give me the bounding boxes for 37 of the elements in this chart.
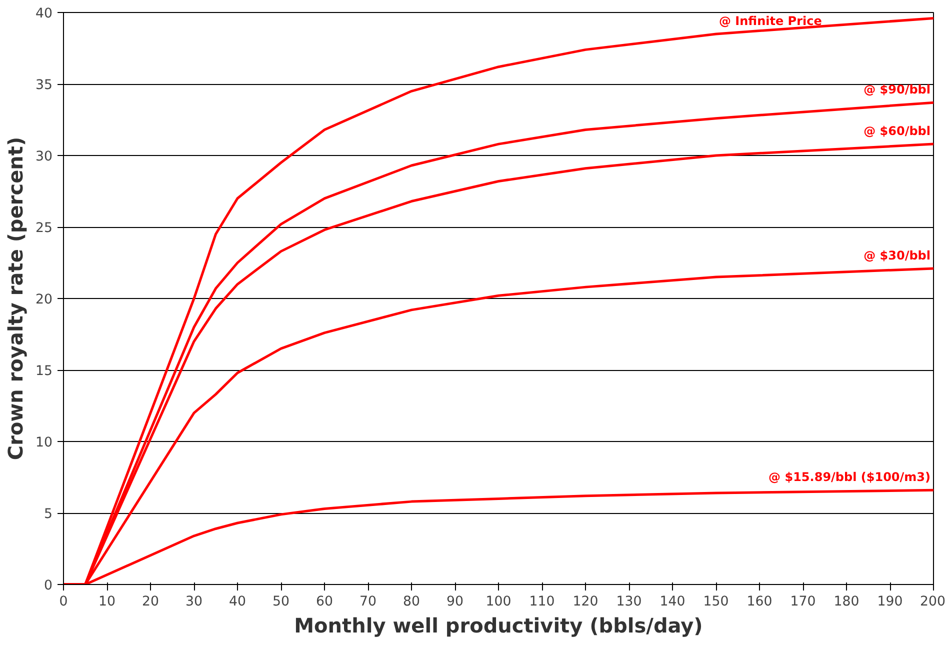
series-label: @ $15.89/bbl ($100/m3): [768, 470, 931, 484]
y-axis-title: Crown royalty rate (percent): [4, 136, 28, 460]
x-tick-label: 20: [142, 594, 159, 610]
x-tick-label: 40: [229, 594, 246, 610]
x-axis-title: Monthly well productivity (bbls/day): [294, 614, 703, 638]
x-tick-label: 180: [834, 594, 860, 610]
x-tick-label: 110: [529, 594, 555, 610]
x-tick-label: 160: [746, 594, 772, 610]
y-tick-label: 35: [36, 78, 53, 93]
x-tick-label: 60: [316, 594, 333, 610]
y-tick-label: 30: [36, 150, 53, 164]
series-label: @ Infinite Price: [719, 14, 822, 28]
x-tick-label: 100: [486, 594, 512, 610]
y-tick-label: 0: [44, 578, 53, 594]
x-tick-label: 150: [703, 594, 729, 610]
x-tick-label: 120: [572, 594, 598, 610]
x-tick-label: 130: [616, 594, 642, 610]
y-tick-label: 40: [36, 6, 53, 22]
series-label: @ $90/bbl: [864, 82, 931, 97]
x-tick-label: 50: [272, 594, 290, 610]
x-tick-label: 70: [360, 594, 376, 610]
series-label: @ $60/bbl: [864, 124, 931, 138]
x-tick-label: 140: [660, 594, 686, 610]
y-tick-label: 5: [44, 507, 53, 522]
x-tick-label: 90: [446, 594, 464, 610]
x-tick-label: 0: [59, 594, 68, 610]
x-tick-label: 10: [98, 594, 116, 610]
x-tick-label: 170: [790, 594, 816, 610]
x-tick-label: 200: [920, 594, 946, 610]
x-tick-label: 80: [403, 594, 420, 610]
y-tick-label: 10: [36, 436, 53, 450]
y-tick-label: 20: [36, 292, 53, 308]
x-tick-label: 30: [186, 594, 202, 610]
x-tick-label: 190: [877, 594, 903, 610]
y-tick-label: 15: [36, 364, 53, 379]
y-tick-label: 25: [36, 221, 53, 236]
series-label: @ $30/bbl: [864, 248, 931, 262]
